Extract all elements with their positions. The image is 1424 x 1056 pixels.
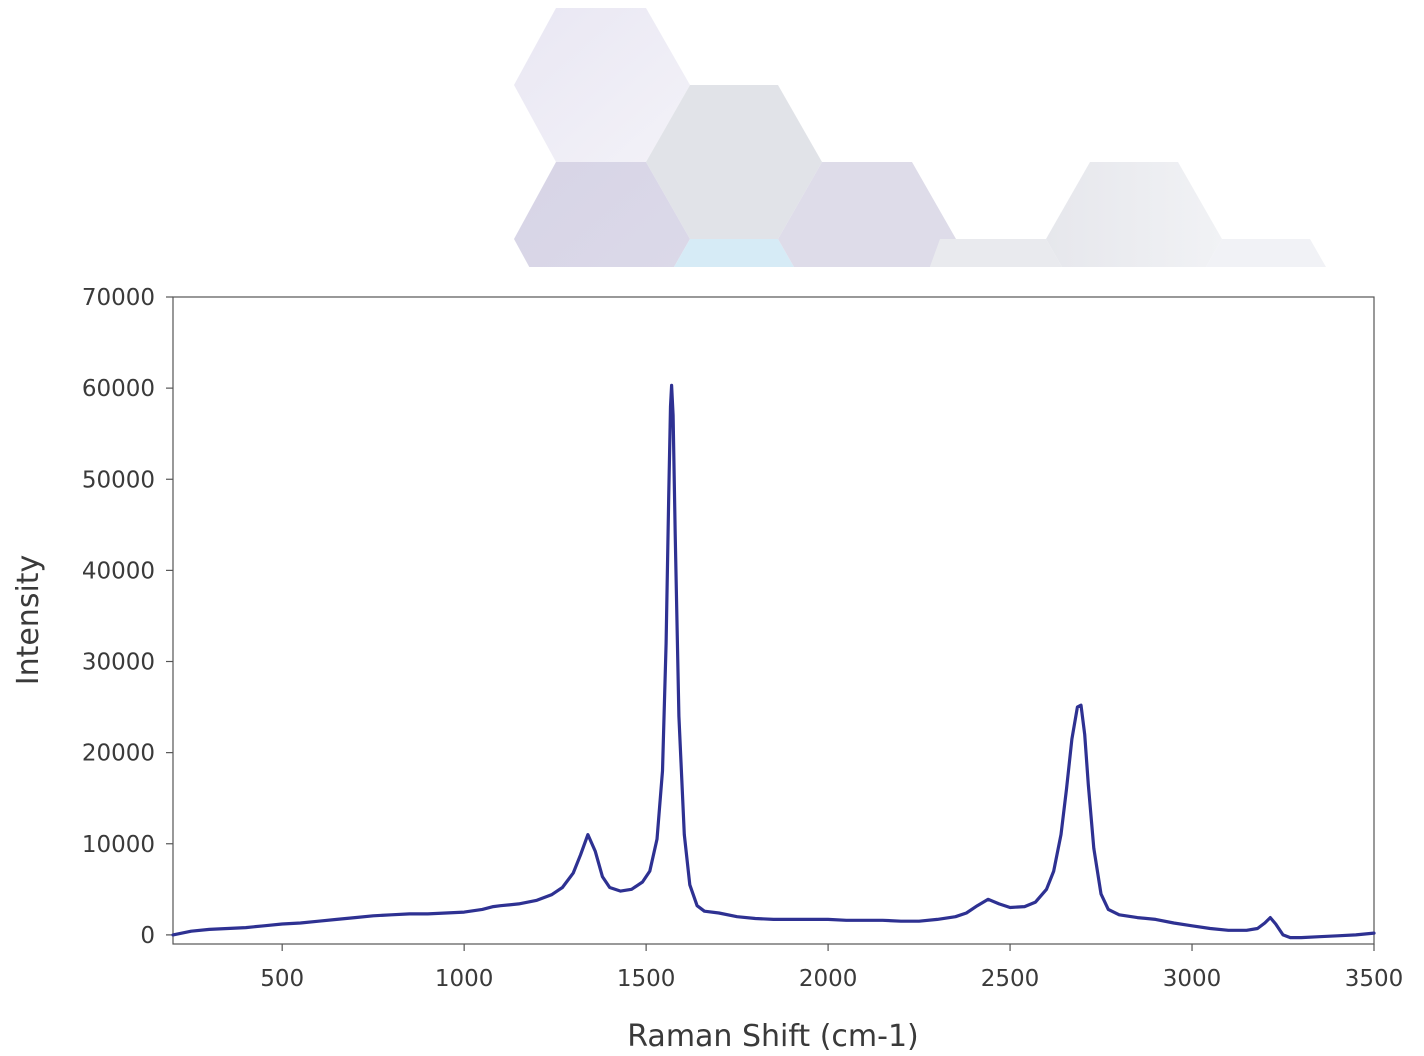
spectrum-line xyxy=(171,383,1376,940)
x-axis-title: Raman Shift (cm-1) xyxy=(627,1019,919,1054)
x-tick-label: 1500 xyxy=(617,966,676,992)
y-tick-label: 10000 xyxy=(82,832,155,858)
hexagon-decoration xyxy=(1206,239,1326,267)
hexagon-decoration xyxy=(1046,162,1222,267)
x-tick-label: 2000 xyxy=(799,966,858,992)
hexagon-decoration xyxy=(674,239,794,267)
x-tick-label: 1000 xyxy=(435,966,494,992)
x-tick-label: 2500 xyxy=(981,966,1040,992)
y-tick-label: 50000 xyxy=(82,467,155,493)
hexagon-decoration xyxy=(514,8,690,162)
x-tick-label: 3500 xyxy=(1345,966,1404,992)
hexagon-decoration xyxy=(646,85,822,239)
x-tick-label: 500 xyxy=(260,966,304,992)
y-axis-ticks: 0 10000 20000 30000 40000 50000 60000 70000 xyxy=(82,285,173,949)
hexagon-decoration xyxy=(778,162,956,267)
y-tick-label: 40000 xyxy=(82,558,155,584)
y-tick-label: 0 xyxy=(140,923,155,949)
decorative-hexagon-banner xyxy=(514,8,1326,267)
hexagon-decoration xyxy=(514,162,690,267)
y-tick-label: 70000 xyxy=(82,285,155,311)
series-layer xyxy=(171,383,1376,940)
y-tick-label: 60000 xyxy=(82,376,155,402)
x-tick-label: 3000 xyxy=(1163,966,1222,992)
y-axis-title: Intensity xyxy=(11,555,46,686)
y-tick-label: 30000 xyxy=(82,650,155,676)
hexagon-decoration xyxy=(929,239,1062,267)
x-axis-ticks: 500 1000 1500 2000 2500 3000 3500 xyxy=(260,944,1403,992)
y-tick-label: 20000 xyxy=(82,741,155,767)
plot-area xyxy=(172,296,1375,945)
